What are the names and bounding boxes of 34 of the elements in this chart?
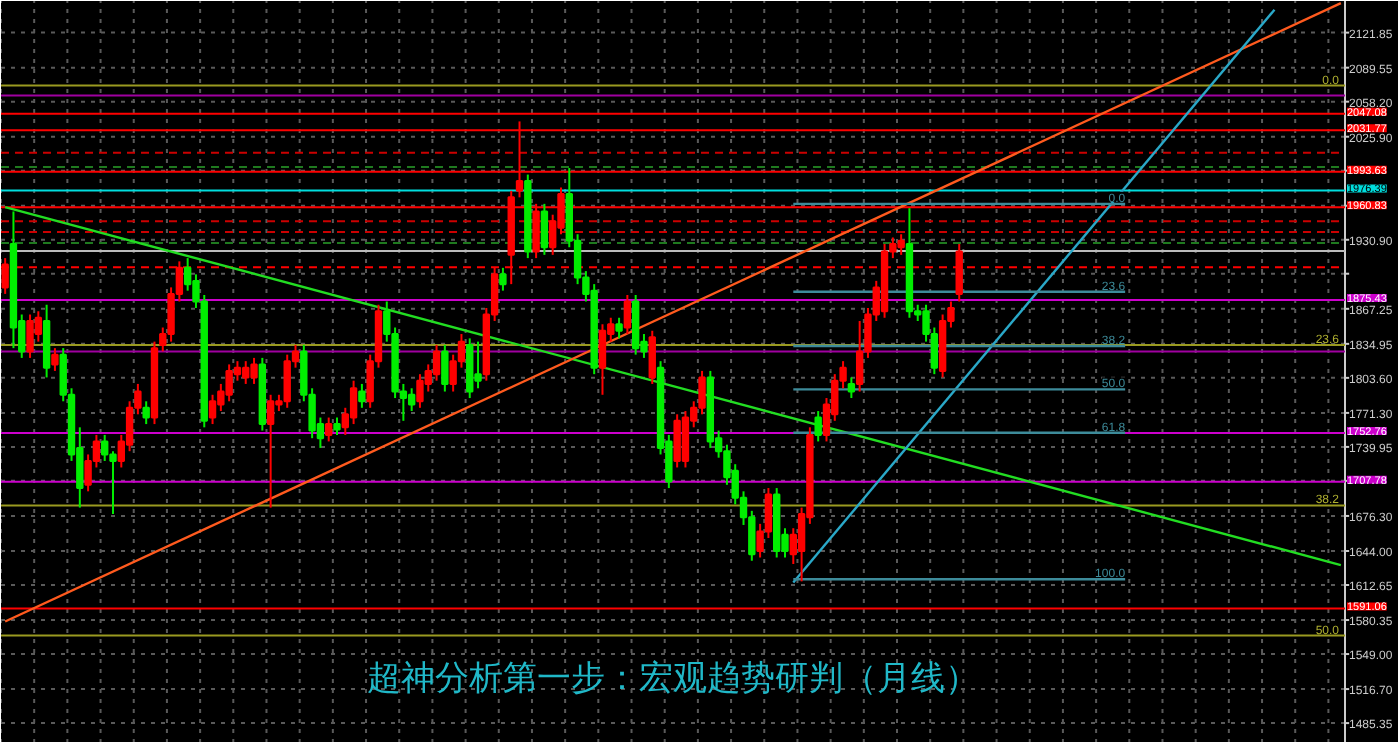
- candlestick: [615, 316, 623, 340]
- candlestick: [26, 313, 34, 359]
- candlestick: [897, 233, 905, 256]
- candlestick: [407, 387, 416, 413]
- candlestick: [648, 329, 656, 385]
- candlestick: [208, 393, 217, 426]
- candlestick: [250, 356, 258, 385]
- candlestick: [242, 360, 250, 385]
- candlestick: [51, 347, 59, 372]
- candlestick: [358, 382, 366, 409]
- candlestick: [266, 393, 275, 509]
- candlestick: [283, 353, 291, 409]
- candlestick: [101, 433, 109, 462]
- candlestick: [441, 343, 449, 393]
- candlestick: [325, 416, 333, 443]
- candlestick: [631, 293, 640, 356]
- candlestick: [466, 337, 474, 400]
- candlestick: [42, 303, 51, 379]
- candlestick: [673, 413, 681, 469]
- candlestick: [225, 363, 233, 403]
- candlestick: [349, 379, 358, 426]
- candlestick: [681, 410, 690, 469]
- candlestick: [623, 293, 632, 336]
- candlestick: [474, 340, 482, 390]
- candlestick: [142, 400, 150, 426]
- candlestick: [855, 320, 864, 393]
- candlestick: [1, 257, 9, 295]
- candlestick: [814, 410, 822, 443]
- text: 超神分析第一步：宏观趋势研判（月线）: [367, 659, 979, 699]
- candlestick: [598, 323, 607, 396]
- candlestick: [499, 266, 507, 292]
- candlestick: [432, 343, 441, 382]
- candlestick: [540, 202, 549, 256]
- candlestick: [847, 376, 856, 400]
